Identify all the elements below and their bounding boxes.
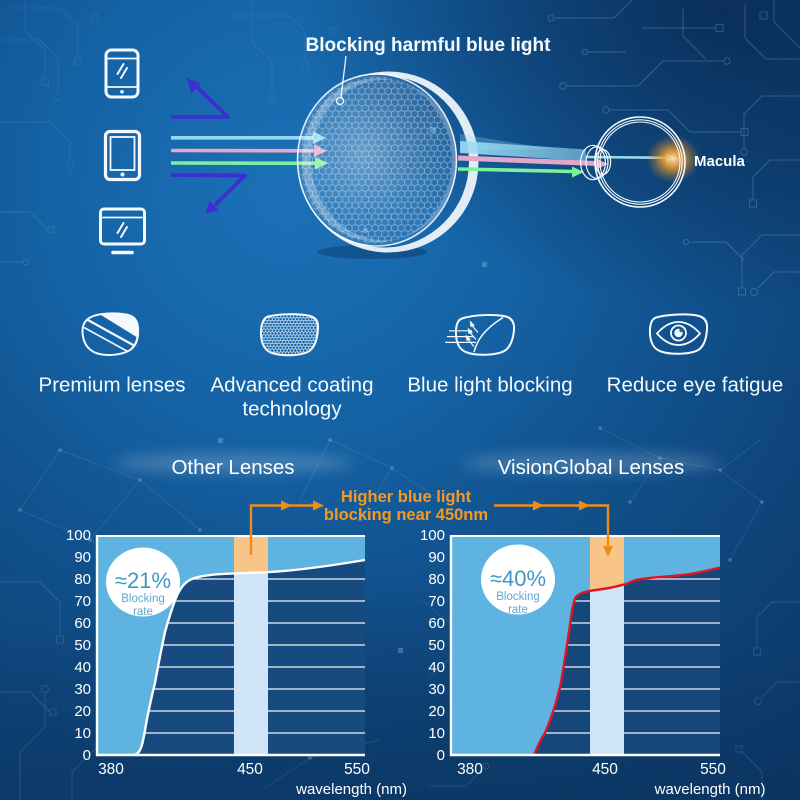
svg-text:100: 100 bbox=[420, 527, 445, 544]
svg-text:Reduce eye fatigue: Reduce eye fatigue bbox=[607, 374, 784, 397]
svg-text:rate: rate bbox=[133, 606, 153, 618]
svg-text:Blocking: Blocking bbox=[121, 593, 164, 605]
svg-text:40: 40 bbox=[74, 659, 91, 676]
svg-text:450: 450 bbox=[592, 761, 618, 778]
svg-text:20: 20 bbox=[428, 703, 445, 720]
svg-text:≈40%: ≈40% bbox=[490, 566, 546, 591]
svg-text:Blocking: Blocking bbox=[496, 591, 539, 603]
svg-text:Macula: Macula bbox=[694, 153, 746, 170]
svg-text:30: 30 bbox=[74, 681, 91, 698]
svg-text:Advanced coating: Advanced coating bbox=[211, 374, 374, 397]
svg-text:Other Lenses: Other Lenses bbox=[171, 456, 294, 479]
svg-text:wavelength (nm): wavelength (nm) bbox=[295, 781, 407, 798]
svg-text:Blue light blocking: Blue light blocking bbox=[407, 374, 572, 397]
svg-text:90: 90 bbox=[74, 549, 91, 566]
svg-text:50: 50 bbox=[428, 637, 445, 654]
svg-text:70: 70 bbox=[428, 593, 445, 610]
svg-text:90: 90 bbox=[428, 549, 445, 566]
svg-text:technology: technology bbox=[242, 398, 342, 421]
svg-text:550: 550 bbox=[700, 761, 726, 778]
svg-text:40: 40 bbox=[428, 659, 445, 676]
svg-text:450: 450 bbox=[237, 761, 263, 778]
svg-text:100: 100 bbox=[66, 527, 91, 544]
svg-text:70: 70 bbox=[74, 593, 91, 610]
svg-text:rate: rate bbox=[508, 604, 528, 616]
svg-text:550: 550 bbox=[344, 761, 370, 778]
svg-text:50: 50 bbox=[74, 637, 91, 654]
svg-text:0: 0 bbox=[83, 747, 91, 764]
svg-text:80: 80 bbox=[74, 571, 91, 588]
svg-text:80: 80 bbox=[428, 571, 445, 588]
svg-text:blocking near 450nm: blocking near 450nm bbox=[324, 506, 488, 524]
svg-text:60: 60 bbox=[74, 615, 91, 632]
svg-text:10: 10 bbox=[428, 725, 445, 742]
svg-text:380: 380 bbox=[98, 761, 124, 778]
svg-text:60: 60 bbox=[428, 615, 445, 632]
svg-text:Higher blue light: Higher blue light bbox=[341, 488, 472, 506]
svg-text:30: 30 bbox=[428, 681, 445, 698]
svg-text:380: 380 bbox=[457, 761, 483, 778]
svg-text:10: 10 bbox=[74, 725, 91, 742]
svg-text:Premium lenses: Premium lenses bbox=[39, 374, 186, 397]
svg-text:VisionGlobal Lenses: VisionGlobal Lenses bbox=[498, 456, 685, 479]
svg-text:Blocking harmful blue light: Blocking harmful blue light bbox=[306, 35, 552, 56]
svg-text:20: 20 bbox=[74, 703, 91, 720]
svg-text:≈21%: ≈21% bbox=[115, 568, 171, 593]
svg-text:0: 0 bbox=[437, 747, 445, 764]
svg-text:wavelength (nm): wavelength (nm) bbox=[654, 781, 766, 798]
